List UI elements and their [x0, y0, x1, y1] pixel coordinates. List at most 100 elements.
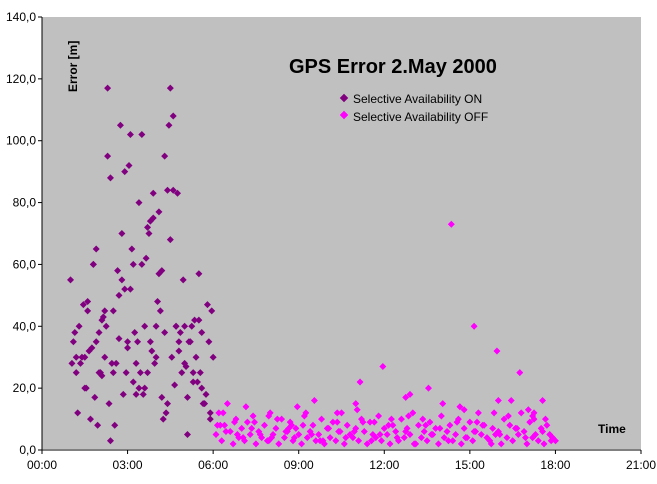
point-sa-off: [506, 421, 514, 429]
point-sa-on: [81, 353, 89, 361]
y-tick-label: 80,0: [13, 196, 37, 210]
point-sa-on: [151, 359, 159, 367]
point-sa-off: [298, 440, 306, 448]
x-tick-label: 03:00: [113, 458, 143, 472]
point-sa-on: [132, 359, 140, 367]
point-sa-off: [377, 437, 385, 445]
point-sa-off: [424, 384, 432, 392]
point-sa-on: [124, 338, 132, 346]
point-sa-on: [193, 378, 201, 386]
point-sa-on: [189, 378, 197, 386]
point-sa-off: [470, 427, 478, 435]
point-sa-on: [72, 353, 80, 361]
point-sa-off: [290, 434, 298, 442]
point-sa-off: [402, 393, 410, 401]
point-sa-off: [319, 437, 327, 445]
point-sa-on: [198, 384, 206, 392]
point-sa-off: [427, 431, 435, 439]
point-sa-off: [386, 440, 394, 448]
y-tick-label: 140,0: [6, 10, 36, 24]
point-sa-on: [75, 322, 83, 330]
x-tick-label: 06:00: [198, 458, 228, 472]
point-sa-off: [444, 437, 452, 445]
point-sa-on: [161, 328, 169, 336]
point-sa-on: [85, 347, 93, 355]
point-sa-off: [400, 434, 408, 442]
x-axis-label: Time: [598, 422, 626, 436]
point-sa-off: [231, 418, 239, 426]
point-sa-off: [338, 409, 345, 417]
point-sa-on: [89, 260, 97, 268]
point-sa-off: [516, 369, 524, 377]
point-sa-on: [139, 390, 147, 398]
point-sa-off: [541, 415, 549, 423]
point-sa-off: [526, 418, 534, 426]
point-sa-off: [462, 434, 470, 442]
point-sa-on: [146, 338, 154, 346]
point-sa-off: [246, 431, 254, 439]
point-sa-on: [158, 393, 166, 401]
point-sa-on: [108, 359, 116, 367]
y-tick-label: 100,0: [6, 134, 36, 148]
point-sa-off: [342, 434, 350, 442]
chart-title: GPS Error 2.May 2000: [289, 56, 497, 78]
point-sa-on: [114, 267, 122, 275]
point-sa-off: [547, 437, 555, 445]
point-sa-on: [99, 313, 107, 321]
point-sa-on: [82, 384, 90, 392]
point-sa-off: [539, 427, 547, 435]
point-sa-off: [457, 440, 465, 448]
point-sa-off: [443, 427, 451, 435]
point-sa-off: [340, 440, 348, 448]
point-sa-on: [69, 338, 77, 346]
point-sa-on: [158, 267, 166, 275]
point-sa-off: [392, 427, 400, 435]
point-sa-on: [146, 217, 154, 225]
point-sa-off: [504, 412, 512, 420]
point-sa-on: [74, 409, 82, 417]
point-sa-off: [275, 440, 283, 448]
point-sa-off: [219, 409, 227, 417]
legend: Selective Availability ON Selective Avai…: [339, 92, 488, 124]
point-sa-off: [333, 409, 341, 417]
point-sa-off: [477, 431, 485, 439]
point-sa-on: [188, 322, 196, 330]
point-sa-on: [202, 390, 210, 398]
point-sa-off: [280, 434, 288, 442]
point-sa-on: [189, 369, 197, 377]
point-sa-on: [165, 121, 173, 129]
x-tick-label: 21:00: [626, 458, 656, 472]
point-sa-off: [420, 427, 428, 435]
point-sa-off: [366, 418, 374, 426]
point-sa-off: [419, 415, 427, 423]
point-sa-off: [359, 418, 367, 426]
point-sa-off: [417, 434, 425, 442]
point-sa-on: [132, 390, 140, 398]
point-sa-off: [315, 431, 323, 439]
point-sa-off: [387, 415, 395, 423]
point-sa-off: [439, 400, 447, 408]
point-sa-off: [278, 415, 286, 423]
point-sa-off: [469, 437, 477, 445]
y-tick-label: 20,0: [13, 381, 37, 395]
point-sa-off: [452, 431, 460, 439]
point-sa-off: [302, 409, 310, 417]
point-sa-on: [166, 84, 174, 92]
point-sa-on: [104, 152, 112, 160]
point-sa-on: [208, 307, 216, 315]
point-sa-on: [176, 328, 184, 336]
point-sa-on: [144, 369, 152, 377]
point-sa-off: [385, 421, 393, 429]
point-sa-on: [209, 353, 217, 361]
point-sa-on: [178, 369, 186, 377]
point-sa-off: [409, 409, 417, 417]
y-tick-label: 120,0: [6, 72, 36, 86]
point-sa-off: [233, 431, 241, 439]
point-sa-off: [212, 431, 220, 439]
point-sa-off: [397, 415, 405, 423]
point-sa-off: [221, 421, 229, 429]
point-sa-off: [410, 440, 418, 448]
point-sa-off: [216, 421, 224, 429]
y-tick-label: 60,0: [13, 257, 37, 271]
point-sa-on: [198, 328, 206, 336]
